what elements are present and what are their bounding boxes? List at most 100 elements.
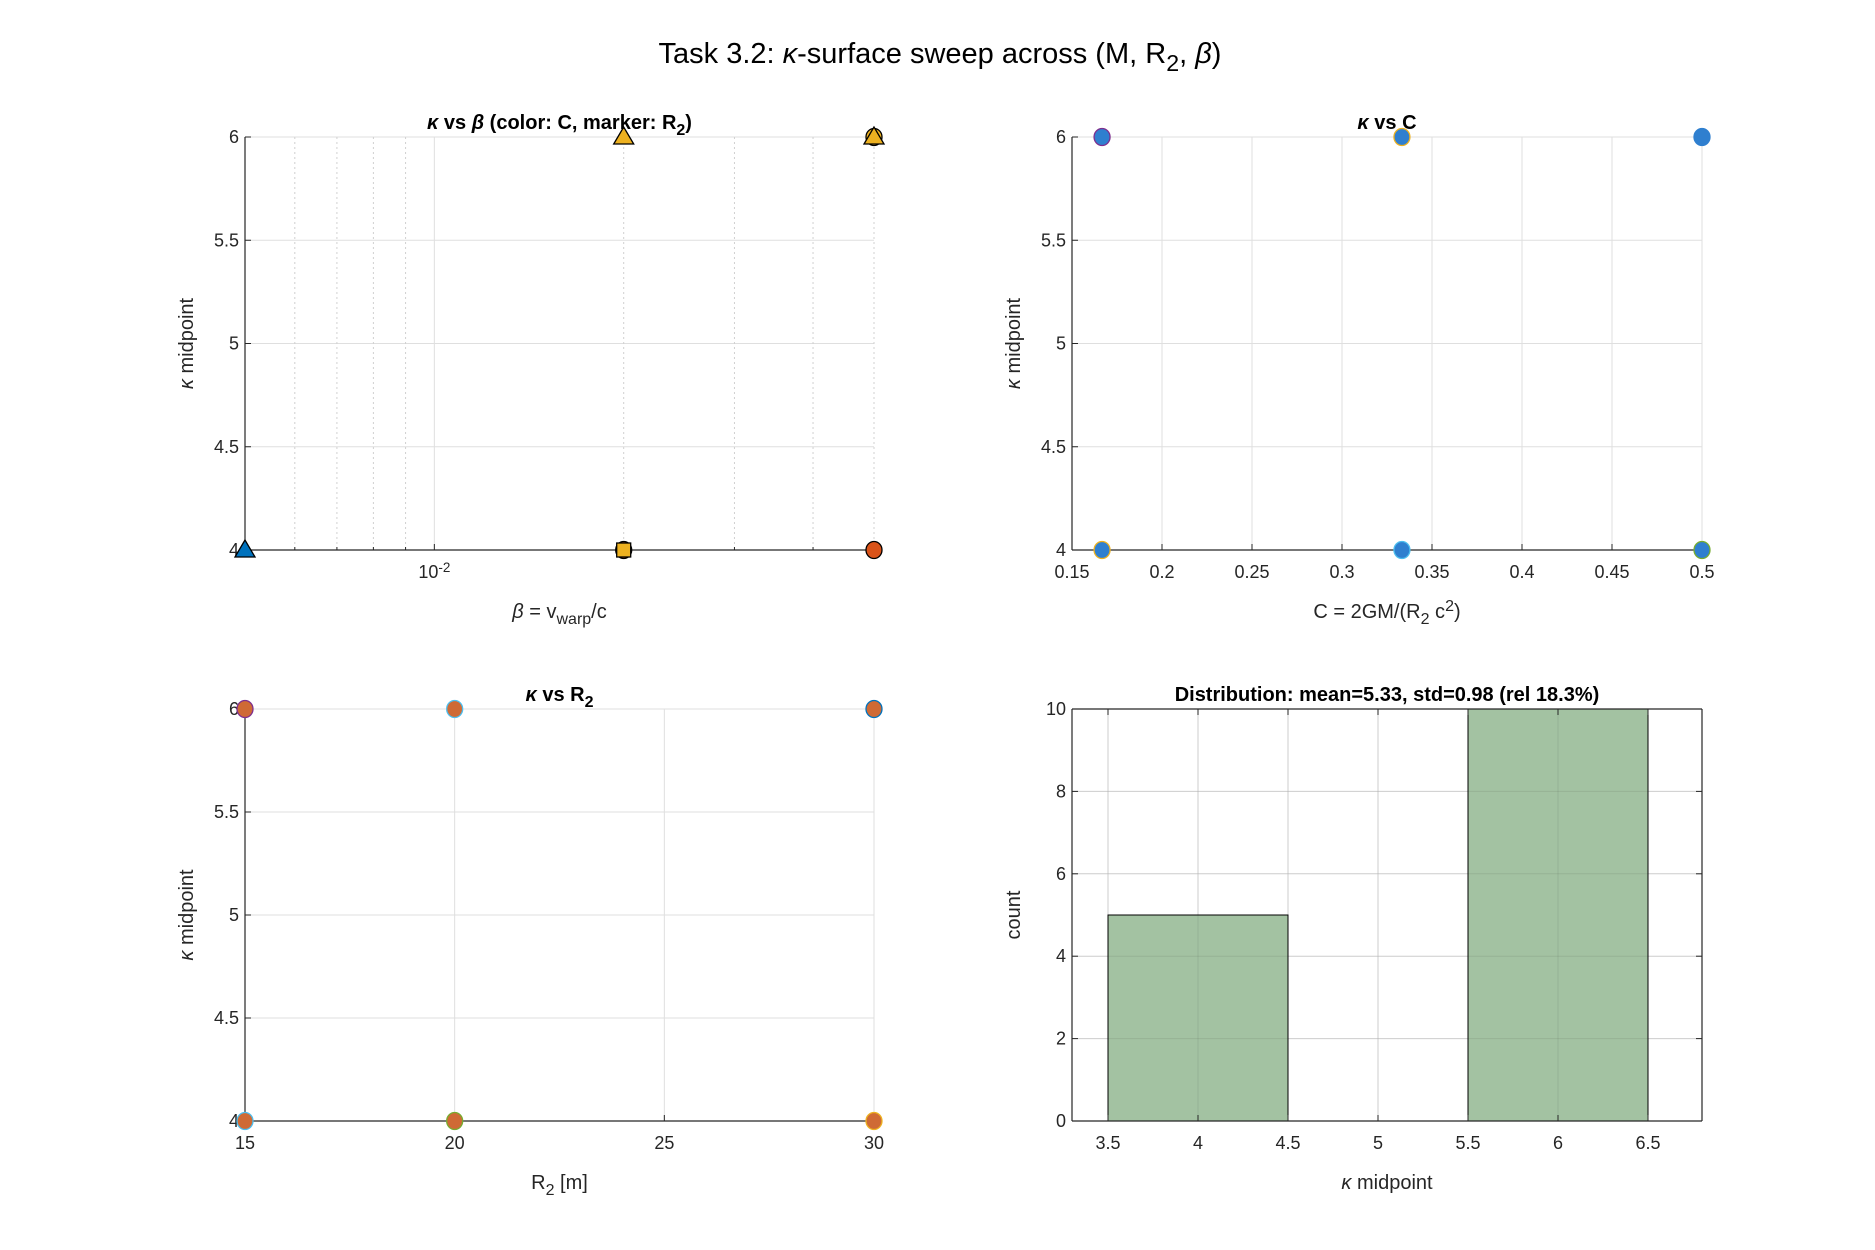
x-tick-label: 4 <box>1193 1133 1203 1153</box>
label-segment: ) <box>1454 601 1461 623</box>
label-segment: ) <box>685 112 692 134</box>
y-axis-label: count <box>1003 890 1025 939</box>
y-tick-label: 5.5 <box>214 230 239 250</box>
label-segment: κ <box>525 684 538 706</box>
y-tick-label: 4 <box>1056 946 1066 966</box>
label-segment: count <box>1003 890 1025 939</box>
label-segment: vs R <box>537 684 585 706</box>
x-tick-label: 3.5 <box>1095 1133 1120 1153</box>
label-segment: (color: C, marker: R <box>484 112 677 134</box>
figure-title: Task 3.2: κ-surface sweep across (M, R2,… <box>659 38 1222 76</box>
y-tick-label: 5.5 <box>1041 230 1066 250</box>
y-tick-label: 6 <box>1056 864 1066 884</box>
label-segment: 2 <box>585 694 594 711</box>
label-segment: κ <box>176 950 198 961</box>
x-tick-label: 5 <box>1373 1133 1383 1153</box>
x-tick-label: 0.35 <box>1414 562 1449 582</box>
data-point-circle <box>865 540 883 560</box>
plot-kappa-vs-beta: 4 4.5 5 5.5 6 10-2 κ vs β (color: C, marker: R… <box>176 112 886 628</box>
x-tick-label: 10-2 <box>418 560 450 582</box>
label-segment: [m] <box>555 1172 588 1194</box>
data-point-circle <box>236 699 254 719</box>
label-segment: κ <box>176 378 198 389</box>
label-segment: c <box>1430 601 1446 623</box>
y-tick-label: 0 <box>1056 1111 1066 1131</box>
y-tick-label: 4.5 <box>214 437 239 457</box>
label-segment: Task 3.2: <box>659 38 783 70</box>
label-segment: 2 <box>1421 611 1430 628</box>
label-segment: β <box>471 112 484 134</box>
y-tick-label: 4 <box>1056 540 1066 560</box>
y-tick-label: 4.5 <box>1041 437 1066 457</box>
label-segment: Distribution: mean=5.33, std=0.98 (rel 1… <box>1175 684 1600 706</box>
y-axis-label: κ midpoint <box>176 297 198 389</box>
x-tick-label: 0.4 <box>1509 562 1534 582</box>
x-axis-label: C = 2GM/(R2 c2) <box>1313 598 1460 628</box>
y-axis-label: κ midpoint <box>176 869 198 961</box>
label-segment: vs C <box>1369 112 1417 134</box>
label-segment: = v <box>524 601 557 623</box>
y-tick-label: 5 <box>1056 334 1066 354</box>
label-segment: R <box>531 1172 545 1194</box>
x-tick-label: 6 <box>1553 1133 1563 1153</box>
plot-kappa-histogram: 0 2 4 6 8 10 3.5 4 4.5 5 5.5 6 6.5 Distribution: mean… <box>1003 684 1703 1194</box>
x-tick-label: 15 <box>235 1133 255 1153</box>
plot-kappa-vs-C: 4 4.5 5 5.5 6 0.15 0.2 0.25 0.3 0.35 0.4 0.45 0.5 κ v… <box>1003 112 1715 628</box>
y-tick-label: 6 <box>229 127 239 147</box>
plot-title: κ vs β (color: C, marker: R2) <box>427 112 692 139</box>
x-tick-label: 0.25 <box>1234 562 1269 582</box>
data-point-circle <box>1093 540 1111 560</box>
data-point-circle <box>1393 127 1411 147</box>
y-tick-label: 5 <box>229 905 239 925</box>
x-tick-label: 0.3 <box>1329 562 1354 582</box>
y-tick-label: 5.5 <box>214 802 239 822</box>
histogram-bar <box>1107 914 1289 1122</box>
label-segment: C = 2GM/(R <box>1313 601 1420 623</box>
x-tick-label: 25 <box>654 1133 674 1153</box>
label-segment: -surface sweep across (M, R <box>797 38 1166 70</box>
y-tick-label: 4 <box>229 540 239 560</box>
label-segment: ) <box>1212 38 1222 70</box>
y-tick-label: 8 <box>1056 781 1066 801</box>
label-segment: 2 <box>546 1182 555 1199</box>
label-segment: β <box>511 601 523 623</box>
y-tick-label: 2 <box>1056 1029 1066 1049</box>
plot-title: κ vs C <box>1357 112 1416 134</box>
plot-title: κ vs R2 <box>525 684 593 711</box>
data-point-circle <box>1393 540 1411 560</box>
y-tick-label: 6 <box>229 699 239 719</box>
data-point-circle <box>1693 540 1711 560</box>
label-segment: 2 <box>1445 598 1454 615</box>
label-segment: κ <box>1341 1172 1352 1194</box>
y-tick-label: 10 <box>1046 699 1066 719</box>
label-segment: 2 <box>676 122 685 139</box>
y-axis-label: κ midpoint <box>1003 297 1025 389</box>
data-point-triangle <box>233 538 257 558</box>
label-segment: β <box>1194 38 1212 70</box>
y-tick-label: 4 <box>229 1111 239 1131</box>
y-tick-label: 5 <box>229 334 239 354</box>
label-segment: midpoint <box>1003 297 1025 379</box>
data-point-circle <box>446 1111 464 1131</box>
x-tick-label: 20 <box>445 1133 465 1153</box>
x-tick-exponent: -2 <box>438 560 450 575</box>
x-tick-label: 5.5 <box>1455 1133 1480 1153</box>
label-segment: κ <box>427 112 440 134</box>
data-point-circle <box>446 699 464 719</box>
y-tick-label: 6 <box>1056 127 1066 147</box>
label-segment: midpoint <box>1351 1172 1433 1194</box>
data-point-square <box>616 542 632 558</box>
data-point-circle <box>865 699 883 719</box>
label-segment: κ <box>783 38 799 70</box>
histogram-bar <box>1467 708 1649 1122</box>
label-segment: κ <box>1357 112 1370 134</box>
x-tick-label: 0.45 <box>1594 562 1629 582</box>
data-point-circle <box>1693 127 1711 147</box>
x-tick-label: 0.15 <box>1054 562 1089 582</box>
data-point-triangle <box>862 125 886 145</box>
label-segment: vs <box>438 112 471 134</box>
label-segment: , <box>1179 38 1195 70</box>
label-segment: 2 <box>1166 50 1179 76</box>
